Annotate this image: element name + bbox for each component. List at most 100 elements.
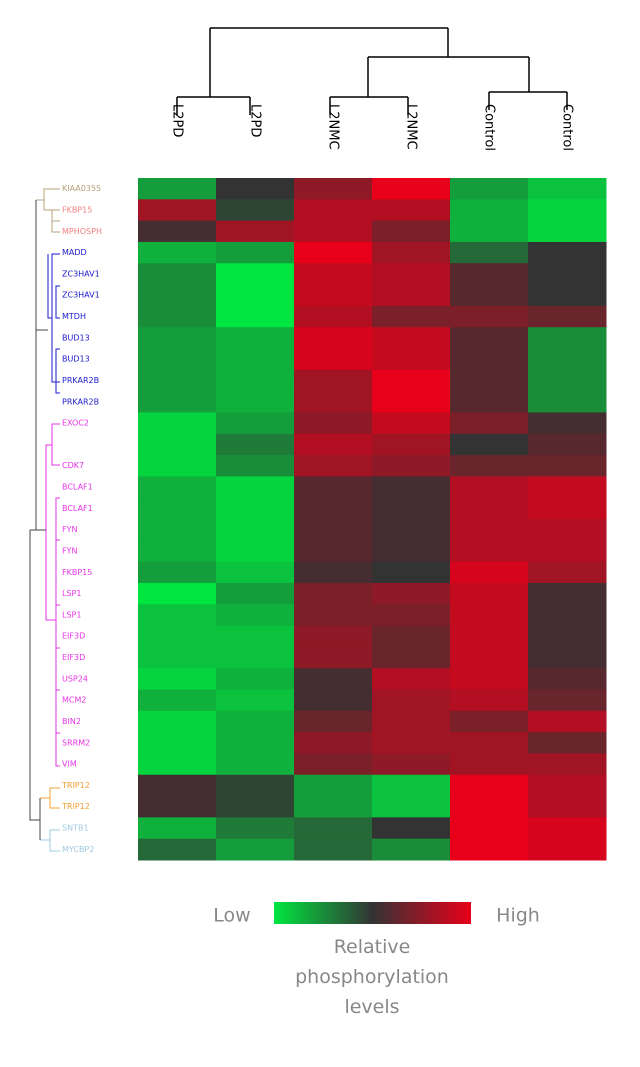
heatmap-cell <box>294 668 373 690</box>
heatmap-cell <box>216 646 295 669</box>
column-label: L2PD <box>170 104 185 137</box>
heatmap-cell <box>528 241 607 264</box>
heatmap-cell <box>450 455 529 477</box>
heatmap-cell <box>372 476 451 499</box>
row-label: FYN <box>62 546 77 555</box>
heatmap-cell <box>138 327 217 349</box>
heatmap-cell <box>216 178 295 200</box>
heatmap-cell <box>372 732 451 754</box>
heatmap-cell <box>372 519 451 541</box>
heatmap-cell <box>138 668 217 690</box>
row-label: TRIP12 <box>61 802 90 811</box>
heatmap-cell <box>294 327 373 349</box>
row-label: EIF3D <box>62 632 85 641</box>
row-dendrogram <box>29 188 60 852</box>
heatmap-cell <box>138 689 217 712</box>
heatmap-cell <box>528 689 607 712</box>
heatmap-cell <box>216 732 295 754</box>
heatmap-cell <box>372 646 451 669</box>
row-label: EXOC2 <box>62 419 89 428</box>
heatmap-cell <box>138 455 217 477</box>
heatmap-cell <box>528 305 607 328</box>
heatmap-cell <box>138 263 217 286</box>
heatmap-cell <box>138 433 217 456</box>
heatmap-cell <box>372 412 451 435</box>
heatmap-cell <box>294 582 373 605</box>
heatmap-cell <box>450 497 529 520</box>
heatmap-cell <box>372 540 451 563</box>
heatmap-cell <box>528 220 607 243</box>
heatmap-cell <box>216 412 295 435</box>
heatmap-cell <box>294 689 373 712</box>
heatmap-cell <box>372 391 451 413</box>
heatmap-cell <box>450 284 529 307</box>
heatmap-cell <box>528 540 607 563</box>
row-label: PRKAR2B <box>62 397 99 406</box>
heatmap-cell <box>372 220 451 243</box>
heatmap-cell <box>138 582 217 605</box>
heatmap-cell <box>216 540 295 563</box>
row-label: EIF3D <box>62 653 85 662</box>
row-label: BIN2 <box>62 717 81 726</box>
heatmap-cell <box>450 199 529 222</box>
heatmap-cell <box>528 668 607 690</box>
heatmap-cell <box>138 497 217 520</box>
row-label: MADD <box>62 248 87 257</box>
row-label: MYCBP2 <box>62 845 94 854</box>
row-label: MCM2 <box>62 696 86 705</box>
heatmap-cell <box>372 582 451 605</box>
heatmap-cell <box>216 220 295 243</box>
heatmap-cell <box>372 838 451 861</box>
row-label: FYN <box>62 525 77 534</box>
row-label: MPHOSPH <box>62 227 102 236</box>
heatmap-cell <box>216 519 295 541</box>
heatmap-cell <box>372 689 451 712</box>
heatmap-cell <box>528 199 607 222</box>
heatmap-cell <box>372 604 451 627</box>
heatmap-cell <box>528 753 607 776</box>
heatmap-cell <box>216 497 295 520</box>
heatmap-cell <box>450 732 529 754</box>
heatmap-cell <box>372 348 451 371</box>
heatmap-cell <box>528 519 607 541</box>
heatmap-cell <box>372 668 451 690</box>
heatmap-cell <box>294 796 373 818</box>
heatmap-cell <box>294 178 373 200</box>
heatmap-cell <box>294 305 373 328</box>
heatmap-cell <box>294 732 373 754</box>
heatmap-cell <box>450 838 529 861</box>
heatmap-cell <box>294 433 373 456</box>
heatmap-cell <box>372 327 451 349</box>
heatmap-cell <box>528 348 607 371</box>
heatmap-cell <box>216 476 295 499</box>
heatmap-cell <box>450 369 529 392</box>
heatmap-cell <box>138 817 217 840</box>
column-label: L2NMC <box>326 104 341 150</box>
heatmap-cell <box>372 178 451 200</box>
heatmap-cell <box>372 796 451 818</box>
heatmap-cell <box>138 220 217 243</box>
heatmap-cell <box>138 476 217 499</box>
heatmap-cell <box>450 433 529 456</box>
heatmap-cell <box>450 582 529 605</box>
heatmap-cell <box>372 817 451 840</box>
heatmap-cell <box>450 263 529 286</box>
heatmap-cell <box>138 753 217 776</box>
heatmap-cell <box>216 348 295 371</box>
row-label: BCLAF1 <box>62 483 93 492</box>
heatmap-cell <box>528 625 607 648</box>
heatmap-cell <box>372 561 451 584</box>
heatmap-cell <box>528 476 607 499</box>
heatmap-cell <box>138 519 217 541</box>
heatmap-cell <box>528 412 607 435</box>
heatmap-cell <box>372 241 451 264</box>
heatmap-cell <box>372 199 451 222</box>
row-label: BUD13 <box>62 333 90 342</box>
heatmap-cell <box>372 305 451 328</box>
column-label: Control <box>560 104 575 151</box>
row-label: VIM <box>62 760 77 769</box>
heatmap-cell <box>372 369 451 392</box>
legend-low: Low <box>213 905 250 927</box>
heatmap-cell <box>528 710 607 733</box>
heatmap-cell <box>294 774 373 797</box>
